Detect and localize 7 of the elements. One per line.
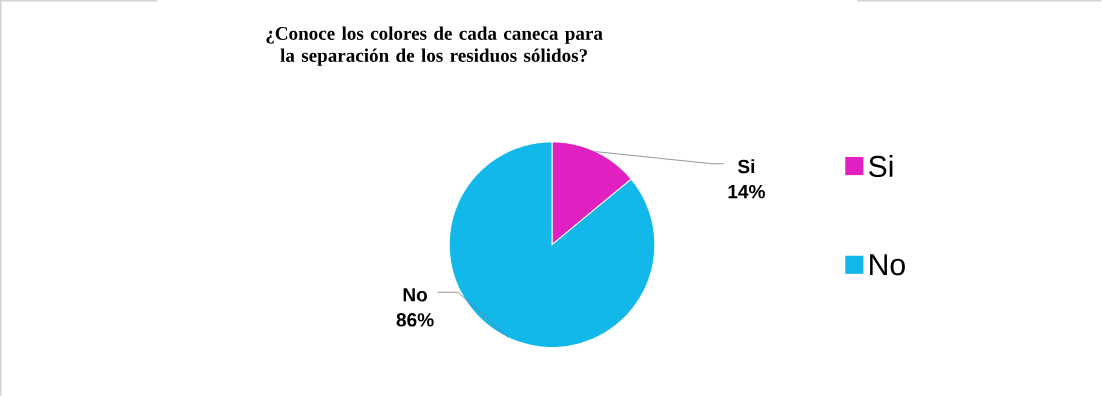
- slice-label: No: [403, 288, 428, 302]
- data-label: 86%: [396, 313, 434, 327]
- legend-label: Si: [869, 155, 893, 178]
- chart-title: ¿Conoce los colores de cada caneca para la separación de los residuos sólidos?: [266, 26, 603, 67]
- legend-label: No: [870, 254, 905, 276]
- slice-label: Si: [737, 159, 755, 174]
- data-label: 14%: [728, 185, 765, 199]
